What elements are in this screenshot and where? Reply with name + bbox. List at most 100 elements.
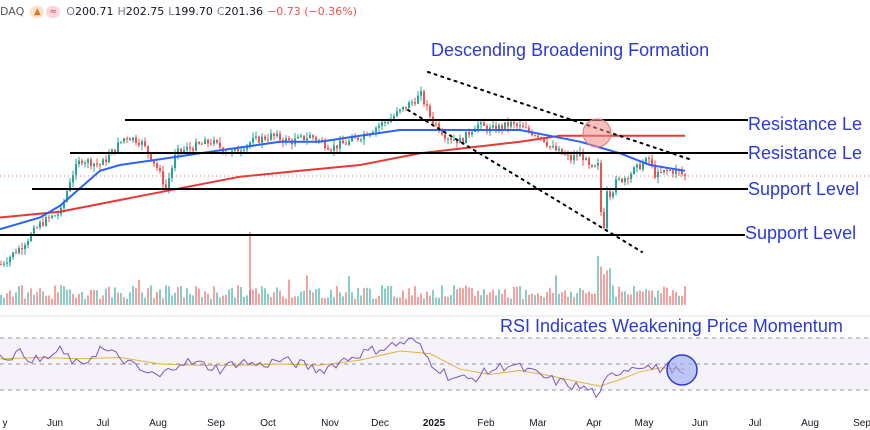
volume-bar [252,289,254,305]
candle-body [180,148,182,152]
volume-bar [435,297,437,305]
volume-bar [246,295,248,305]
volume-bar [438,297,440,305]
volume-bar [363,288,365,305]
time-axis-tick: 2025 [423,418,446,429]
volume-bar [684,286,686,305]
candle-body [570,155,572,161]
candle-body [609,191,611,197]
candle-body [648,157,650,160]
volume-bar [216,292,218,305]
time-axis-tick: Feb [477,418,495,429]
candle-body [666,169,668,171]
candle-body [132,137,134,141]
volume-bar [459,287,461,305]
volume-bar [288,279,290,305]
volume-bar [270,297,272,305]
volume-bar [84,298,86,305]
volume-bar [456,289,458,305]
time-axis-tick: Sep [853,418,870,429]
highlight-circle-price [582,118,612,148]
candle-body [84,162,86,164]
volume-bar [168,286,170,305]
candle-body [642,162,644,170]
volume-bar [315,289,317,305]
volume-bar [336,285,338,305]
candle-body [660,171,662,173]
volume-bar [606,270,608,305]
volume-bar [144,297,146,305]
candle-body [276,133,278,137]
volume-bar [114,287,116,305]
volume-bar [183,297,185,305]
time-axis-tick: Sep [207,418,225,429]
candle-body [504,122,506,129]
candle-body [177,148,179,155]
volume-bar [429,295,431,305]
candle-body [576,155,578,157]
volume-bar [384,288,386,305]
volume-bar [540,295,542,305]
volume-bar [237,285,239,305]
high-label: H [117,5,126,18]
candle-body [426,104,428,106]
rsi-line [0,337,685,399]
candle-body [288,138,290,141]
volume-bar [492,289,494,305]
volume-bar [81,291,83,305]
flame-icon[interactable]: ▲ [30,6,45,18]
volume-bar [426,291,428,305]
candle-body [363,133,365,140]
volume-bar [450,295,452,305]
candle-body [147,146,149,154]
candle-body [216,140,218,143]
candle-body [519,125,521,127]
volume-bars [0,232,686,305]
candle-body [69,182,71,192]
candle-body [201,143,203,145]
candle-body [270,133,272,140]
candle-body [630,173,632,180]
chart-annotations: Resistance Le Resistance Le Support Level S… [431,40,862,336]
candle-body [420,91,422,96]
volume-bar [204,291,206,305]
volume-bar [654,297,656,305]
candle-body [441,131,443,135]
volume-bar [117,292,119,305]
candle-body [237,147,239,152]
volume-bar [330,289,332,305]
volume-bar [33,294,35,305]
candle-body [72,175,74,183]
candle-body [492,125,494,128]
candle-body [360,139,362,141]
volume-bar [126,298,128,305]
candle-body [573,155,575,161]
volume-bar [174,293,176,305]
candle-body [105,159,107,162]
flag-icon[interactable]: ≈ [46,6,61,18]
volume-bar [453,285,455,305]
volume-bar [243,296,245,305]
volume-bar [189,294,191,305]
candle-body [435,123,437,125]
candle-body [345,143,347,145]
candle-body [462,138,464,144]
candle-body [381,122,383,126]
volume-bar [72,294,74,305]
high-value: 202.75 [125,5,165,18]
candle-body [594,165,596,167]
volume-bar [681,295,683,305]
volume-bar [486,294,488,305]
volume-bar [162,298,164,305]
candle-body [546,141,548,147]
volume-bar [510,298,512,305]
candle-body [387,122,389,124]
candle-body [600,162,602,212]
volume-bar [342,296,344,305]
candle-body [429,105,431,117]
volume-bar [42,291,44,305]
volume-bar [597,255,599,305]
level-label: Resistance Le [748,114,862,134]
volume-bar [291,297,293,305]
